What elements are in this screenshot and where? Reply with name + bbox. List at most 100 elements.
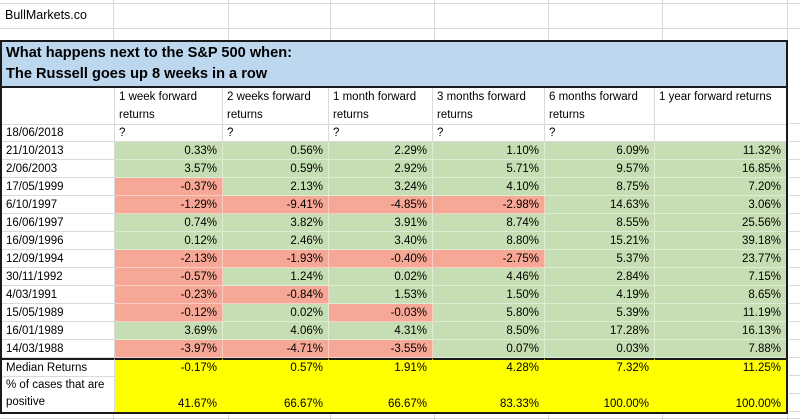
return-cell[interactable]: 1.24% <box>223 268 329 286</box>
return-cell[interactable]: 1.10% <box>433 142 545 160</box>
median-label[interactable]: Median Returns <box>2 358 115 377</box>
column-header[interactable]: 1 month forward returns <box>329 88 433 125</box>
return-cell[interactable]: 2.13% <box>223 178 329 196</box>
return-cell[interactable]: -2.13% <box>115 250 223 268</box>
title-block[interactable]: What happens next to the S&P 500 when: T… <box>0 40 788 88</box>
return-cell[interactable]: 2.92% <box>329 160 433 178</box>
return-cell[interactable]: -0.03% <box>329 304 433 322</box>
column-header[interactable]: 1 week forward returns <box>115 88 223 125</box>
return-cell[interactable]: 17.28% <box>545 322 655 340</box>
return-cell[interactable]: 5.37% <box>545 250 655 268</box>
return-cell[interactable]: -3.97% <box>115 340 223 358</box>
return-cell[interactable]: 1.50% <box>433 286 545 304</box>
date-cell[interactable]: 16/01/1989 <box>2 322 115 340</box>
return-cell[interactable]: 23.77% <box>655 250 786 268</box>
column-header[interactable]: 6 months forward returns <box>545 88 655 125</box>
return-cell[interactable]: -9.41% <box>223 196 329 214</box>
return-cell[interactable]: 16.85% <box>655 160 786 178</box>
return-cell[interactable]: 4.19% <box>545 286 655 304</box>
column-header[interactable]: 2 weeks forward returns <box>223 88 329 125</box>
date-cell[interactable]: 18/06/2018 <box>2 125 115 142</box>
return-cell[interactable]: 0.07% <box>433 340 545 358</box>
return-cell[interactable]: 16.13% <box>655 322 786 340</box>
return-cell[interactable]: -0.57% <box>115 268 223 286</box>
return-cell[interactable]: -2.75% <box>433 250 545 268</box>
return-cell[interactable]: -3.55% <box>329 340 433 358</box>
return-cell[interactable]: 0.02% <box>223 304 329 322</box>
return-cell[interactable]: -0.23% <box>115 286 223 304</box>
date-cell[interactable]: 14/03/1988 <box>2 340 115 358</box>
median-cell[interactable]: -0.17% <box>115 358 223 377</box>
return-cell[interactable]: 4.06% <box>223 322 329 340</box>
return-cell[interactable]: 11.19% <box>655 304 786 322</box>
return-cell[interactable]: 2.29% <box>329 142 433 160</box>
return-cell[interactable]: 5.39% <box>545 304 655 322</box>
return-cell[interactable]: 3.91% <box>329 214 433 232</box>
return-cell[interactable]: 3.82% <box>223 214 329 232</box>
date-cell[interactable]: 12/09/1994 <box>2 250 115 268</box>
return-cell[interactable]: 3.24% <box>329 178 433 196</box>
return-cell[interactable]: 3.69% <box>115 322 223 340</box>
date-cell[interactable]: 2/06/2003 <box>2 160 115 178</box>
percent-positive-cell[interactable]: 66.67% <box>223 377 329 412</box>
median-cell[interactable]: 0.57% <box>223 358 329 377</box>
return-cell[interactable]: 0.12% <box>115 232 223 250</box>
date-cell[interactable]: 17/05/1999 <box>2 178 115 196</box>
date-cell[interactable]: 6/10/1997 <box>2 196 115 214</box>
return-cell[interactable]: 8.75% <box>545 178 655 196</box>
return-cell[interactable]: 7.15% <box>655 268 786 286</box>
percent-positive-cell[interactable]: 66.67% <box>329 377 433 412</box>
return-cell[interactable]: 8.55% <box>545 214 655 232</box>
date-cell[interactable]: 21/10/2013 <box>2 142 115 160</box>
return-cell[interactable]: 8.65% <box>655 286 786 304</box>
percent-positive-cell[interactable]: 41.67% <box>115 377 223 412</box>
return-cell[interactable]: -1.29% <box>115 196 223 214</box>
return-cell[interactable]: 6.09% <box>545 142 655 160</box>
percent-positive-cell[interactable]: 100.00% <box>655 377 786 412</box>
return-cell[interactable]: 7.88% <box>655 340 786 358</box>
date-cell[interactable]: 16/06/1997 <box>2 214 115 232</box>
return-cell[interactable]: 25.56% <box>655 214 786 232</box>
return-cell[interactable]: 0.74% <box>115 214 223 232</box>
return-cell[interactable]: 3.06% <box>655 196 786 214</box>
percent-positive-cell[interactable]: 83.33% <box>433 377 545 412</box>
median-cell[interactable]: 4.28% <box>433 358 545 377</box>
return-cell[interactable]: 0.03% <box>545 340 655 358</box>
pending-cell[interactable]: ? <box>223 125 329 142</box>
return-cell[interactable]: 2.84% <box>545 268 655 286</box>
return-cell[interactable]: 0.02% <box>329 268 433 286</box>
return-cell[interactable]: 5.80% <box>433 304 545 322</box>
return-cell[interactable]: 4.10% <box>433 178 545 196</box>
return-cell[interactable]: 3.57% <box>115 160 223 178</box>
return-cell[interactable]: -2.98% <box>433 196 545 214</box>
return-cell[interactable]: 15.21% <box>545 232 655 250</box>
column-header[interactable]: 3 months forward returns <box>433 88 545 125</box>
return-cell[interactable]: 0.59% <box>223 160 329 178</box>
return-cell[interactable]: 7.20% <box>655 178 786 196</box>
date-cell[interactable]: 4/03/1991 <box>2 286 115 304</box>
pending-cell[interactable] <box>655 125 786 142</box>
return-cell[interactable]: 4.46% <box>433 268 545 286</box>
return-cell[interactable]: -0.12% <box>115 304 223 322</box>
return-cell[interactable]: -4.85% <box>329 196 433 214</box>
brand-cell[interactable]: BullMarkets.co <box>5 8 87 22</box>
return-cell[interactable]: 8.80% <box>433 232 545 250</box>
return-cell[interactable]: 11.32% <box>655 142 786 160</box>
median-cell[interactable]: 7.32% <box>545 358 655 377</box>
return-cell[interactable]: 5.71% <box>433 160 545 178</box>
return-cell[interactable]: -4.71% <box>223 340 329 358</box>
return-cell[interactable]: 4.31% <box>329 322 433 340</box>
return-cell[interactable]: 2.46% <box>223 232 329 250</box>
return-cell[interactable]: 0.33% <box>115 142 223 160</box>
date-cell[interactable]: 15/05/1989 <box>2 304 115 322</box>
return-cell[interactable]: 0.56% <box>223 142 329 160</box>
date-cell[interactable]: 30/11/1992 <box>2 268 115 286</box>
return-cell[interactable]: 8.50% <box>433 322 545 340</box>
return-cell[interactable]: -0.84% <box>223 286 329 304</box>
return-cell[interactable]: 3.40% <box>329 232 433 250</box>
pending-cell[interactable]: ? <box>115 125 223 142</box>
median-cell[interactable]: 11.25% <box>655 358 786 377</box>
return-cell[interactable]: 9.57% <box>545 160 655 178</box>
return-cell[interactable]: 1.53% <box>329 286 433 304</box>
column-header[interactable]: 1 year forward returns <box>655 88 786 125</box>
